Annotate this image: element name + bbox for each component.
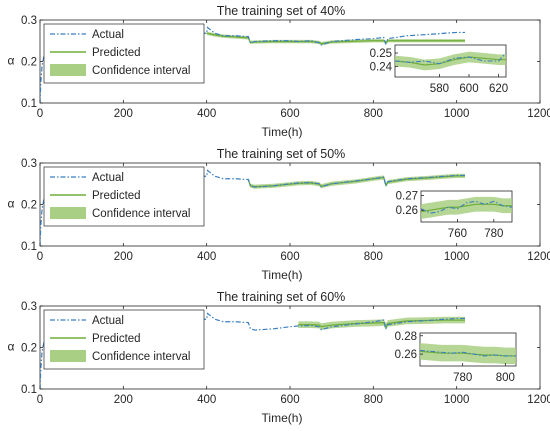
x-tick-label: 800 bbox=[364, 108, 383, 120]
x-tick-label: 0 bbox=[37, 394, 43, 406]
inset-x-tick-label: 800 bbox=[496, 372, 515, 384]
x-axis-label: Time(h) bbox=[262, 125, 303, 139]
actual-line bbox=[40, 26, 465, 103]
panel-1: 0 200 400 600 800 1000 1200 0.1 0.2 0.3 The traini… bbox=[8, 4, 550, 139]
y-tick-label: 0.1 bbox=[21, 384, 37, 396]
legend-entry: Confidence interval bbox=[92, 351, 190, 363]
x-tick-label: 600 bbox=[280, 251, 299, 263]
y-tick-label: 0.1 bbox=[21, 241, 37, 253]
legend-ci-swatch bbox=[50, 350, 86, 362]
legend-entry: Confidence interval bbox=[92, 208, 190, 220]
actual-line bbox=[40, 169, 465, 246]
x-tick-label: 1200 bbox=[527, 251, 550, 263]
inset-series bbox=[421, 196, 512, 220]
y-tick-label: 0.2 bbox=[21, 200, 37, 212]
x-tick-label: 600 bbox=[280, 108, 299, 120]
inset-x-tick-label: 760 bbox=[448, 228, 467, 240]
chart-title: The training set of 40% bbox=[217, 4, 346, 18]
x-tick-label: 1200 bbox=[527, 108, 550, 120]
inset-predicted-line bbox=[395, 56, 506, 66]
inset-x-tick-label: 580 bbox=[430, 83, 449, 95]
y-axis-label: α bbox=[8, 197, 15, 211]
inset-actual-line bbox=[395, 52, 506, 65]
plot-series bbox=[40, 169, 465, 246]
x-tick-label: 400 bbox=[197, 108, 216, 120]
x-tick-label: 0 bbox=[37, 251, 43, 263]
y-axis-label: α bbox=[8, 340, 15, 354]
inset-actual-line bbox=[421, 200, 512, 214]
inset-y-tick-label: 0.28 bbox=[395, 331, 417, 343]
inset-y-tick-label: 0.27 bbox=[396, 190, 418, 202]
x-tick-label: 1000 bbox=[444, 251, 470, 263]
y-tick-label: 0.1 bbox=[21, 98, 37, 110]
inset: 760 780 0.26 0.27 bbox=[396, 190, 513, 240]
inset-y-tick-label: 0.26 bbox=[395, 349, 417, 361]
x-tick-label: 1000 bbox=[444, 108, 470, 120]
x-tick-label: 1200 bbox=[527, 394, 550, 406]
panel-2: 0 200 400 600 800 1000 1200 0.1 0.2 0.3 The traini… bbox=[8, 147, 550, 282]
x-tick-label: 1000 bbox=[444, 394, 470, 406]
y-axis-label: α bbox=[8, 54, 15, 68]
legend-entry: Actual bbox=[92, 29, 124, 41]
y-tick-label: 0.3 bbox=[21, 158, 37, 170]
x-tick-label: 400 bbox=[197, 251, 216, 263]
actual-line bbox=[40, 312, 465, 389]
legend-ci-swatch bbox=[50, 64, 86, 76]
y-tick-label: 0.3 bbox=[21, 301, 37, 313]
inset-actual-line bbox=[420, 349, 516, 357]
legend-entry: Predicted bbox=[92, 333, 141, 345]
x-axis-label: Time(h) bbox=[262, 268, 303, 282]
inset-series bbox=[420, 343, 516, 365]
inset-y-tick-label: 0.26 bbox=[396, 205, 418, 217]
inset: 580 600 620 0.240.25 bbox=[370, 44, 508, 95]
inset-y-tick-label: 0.24 bbox=[370, 61, 393, 73]
x-tick-label: 0 bbox=[37, 108, 43, 120]
x-tick-label: 800 bbox=[364, 251, 383, 263]
x-axis-label: Time(h) bbox=[262, 411, 303, 425]
chart-title: The training set of 50% bbox=[217, 147, 346, 161]
inset-x-tick-label: 780 bbox=[453, 372, 472, 384]
inset-x-tick-label: 620 bbox=[489, 83, 508, 95]
legend: Actual Predicted Confidence interval bbox=[43, 166, 205, 227]
x-tick-label: 800 bbox=[364, 394, 383, 406]
x-tick-label: 600 bbox=[280, 394, 299, 406]
legend-entry: Confidence interval bbox=[92, 65, 190, 77]
legend: Actual Predicted Confidence interval bbox=[43, 309, 205, 370]
x-tick-label: 200 bbox=[114, 394, 133, 406]
legend-entry: Predicted bbox=[92, 47, 141, 59]
inset-series bbox=[395, 51, 506, 71]
legend-ci-swatch bbox=[50, 207, 86, 219]
legend-entry: Actual bbox=[92, 315, 124, 327]
legend: Actual Predicted Confidence interval bbox=[43, 23, 205, 84]
inset: 780 800 0.26 0.28 bbox=[395, 331, 517, 384]
panel-3: 0 200 400 600 800 1000 1200 0.1 0.2 0.3 The traini… bbox=[8, 290, 550, 425]
predicted-line bbox=[206, 32, 465, 45]
x-tick-label: 200 bbox=[114, 108, 133, 120]
y-tick-label: 0.2 bbox=[21, 343, 37, 355]
legend-entry: Predicted bbox=[92, 190, 141, 202]
x-tick-label: 400 bbox=[197, 394, 216, 406]
inset-x-tick-label: 600 bbox=[459, 83, 478, 95]
plot-series bbox=[40, 312, 465, 389]
legend-box bbox=[43, 166, 205, 227]
plot-series bbox=[40, 26, 466, 103]
inset-y-tick-label: 0.25 bbox=[370, 48, 392, 60]
inset-confidence-band bbox=[421, 196, 512, 220]
chart-title: The training set of 60% bbox=[217, 290, 346, 304]
legend-entry: Actual bbox=[92, 172, 124, 184]
inset-predicted-line bbox=[421, 203, 512, 213]
y-tick-label: 0.3 bbox=[21, 15, 37, 27]
y-tick-label: 0.2 bbox=[21, 57, 37, 69]
inset-x-tick-label: 780 bbox=[484, 228, 503, 240]
x-tick-label: 200 bbox=[114, 251, 133, 263]
